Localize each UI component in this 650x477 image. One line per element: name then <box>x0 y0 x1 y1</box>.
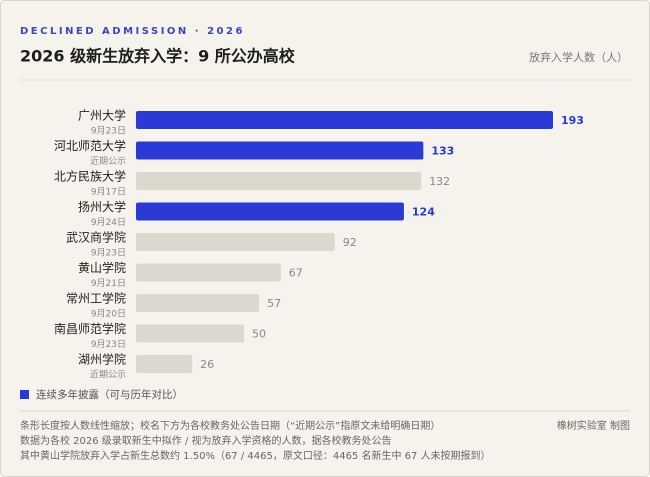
bar <box>136 233 335 251</box>
value-label: 133 <box>431 145 454 158</box>
bar <box>136 294 260 312</box>
date-label: 9月20日 <box>91 309 126 320</box>
unit-label: 放弃入学人数（人） <box>529 50 628 64</box>
date-label: 9月24日 <box>91 217 126 228</box>
legend-swatch <box>20 390 29 399</box>
category-label: 武汉商学院 <box>66 230 126 245</box>
footnote: 条形长度按人数线性缩放；校名下方为各校教务处公告日期（“近期公示”指原文未给明确… <box>20 419 440 432</box>
category-label: 扬州大学 <box>78 199 126 214</box>
bar <box>136 111 553 129</box>
footnote: 数据为各校 2026 级录取新生中拟作 / 视为放弃入学资格的人数，据各校教务处… <box>20 434 392 447</box>
value-label: 132 <box>429 175 450 188</box>
date-label: 近期公示 <box>90 155 126 167</box>
chart-title: 2026 级新生放弃入学：9 所公办高校 <box>20 47 296 66</box>
value-label: 124 <box>412 206 435 219</box>
kicker: DECLINED ADMISSION · 2026 <box>20 26 245 37</box>
footnote: 其中黄山学院放弃入学占新生总数约 1.50%（67 / 4465，原文口径：44… <box>20 449 491 462</box>
category-label: 湖州学院 <box>78 352 126 367</box>
category-label: 北方民族大学 <box>54 169 126 184</box>
value-label: 193 <box>561 114 584 127</box>
value-label: 50 <box>252 328 266 341</box>
value-label: 57 <box>267 297 281 310</box>
date-label: 近期公示 <box>90 369 126 381</box>
credit: 橡树实验室 制图 <box>557 419 630 432</box>
value-label: 67 <box>289 267 303 280</box>
bar <box>136 172 422 190</box>
category-label: 广州大学 <box>78 108 126 123</box>
bar <box>136 355 193 373</box>
category-label: 黄山学院 <box>78 260 126 275</box>
value-label: 26 <box>200 358 214 371</box>
category-label: 常州工学院 <box>66 291 126 306</box>
value-label: 92 <box>343 236 357 249</box>
date-label: 9月23日 <box>91 126 126 137</box>
date-label: 9月23日 <box>91 248 126 259</box>
bar <box>136 324 245 343</box>
category-label: 南昌师范学院 <box>54 321 126 336</box>
bar <box>136 263 281 282</box>
legend-label: 连续多年披露（可与历年对比） <box>36 388 183 401</box>
bar <box>136 141 424 160</box>
date-label: 9月21日 <box>91 278 126 289</box>
date-label: 9月17日 <box>91 187 126 198</box>
date-label: 9月23日 <box>91 339 126 350</box>
bar <box>136 202 404 221</box>
category-label: 河北师范大学 <box>54 138 126 153</box>
